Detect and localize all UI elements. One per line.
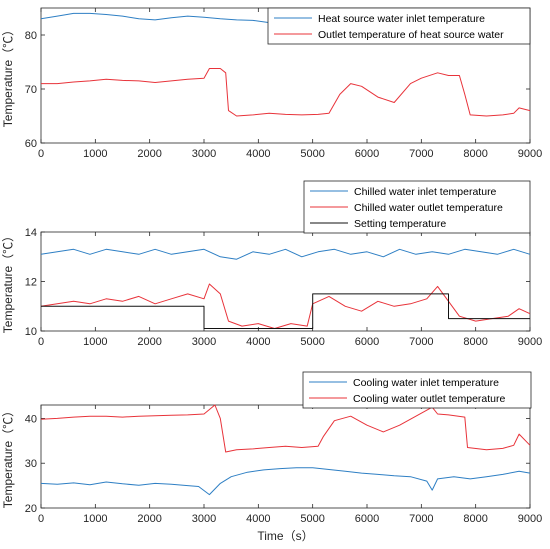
y-axis-label: Temperature（℃） bbox=[1, 230, 15, 333]
legend-entry-label: Chilled water inlet temperature bbox=[354, 186, 497, 198]
x-tick-label: 8000 bbox=[463, 336, 487, 348]
legend-box bbox=[302, 371, 532, 409]
x-tick-label: 7000 bbox=[409, 148, 433, 160]
x-tick-label: 3000 bbox=[192, 513, 216, 525]
legend-entry-label: Heat source water inlet temperature bbox=[318, 13, 485, 25]
x-tick-label: 6000 bbox=[355, 148, 379, 160]
y-tick-label: 14 bbox=[25, 227, 37, 239]
y-tick-label: 70 bbox=[25, 84, 37, 96]
x-tick-label: 0 bbox=[38, 513, 44, 525]
series-line-2 bbox=[41, 293, 530, 329]
y-axis-label: Temperature（℃） bbox=[1, 405, 15, 508]
x-tick-label: 1000 bbox=[83, 336, 107, 348]
series-line-0 bbox=[40, 248, 531, 260]
x-tick-label: 0 bbox=[38, 148, 44, 160]
y-tick-label: 12 bbox=[25, 277, 37, 289]
x-tick-label: 5000 bbox=[300, 513, 324, 525]
x-tick-label: 7000 bbox=[409, 513, 433, 525]
series-line-1 bbox=[40, 283, 531, 329]
chart-panel-heat-source: 0 1000 2000 3000 4000 5000 6000 7000 8000 9000 60 7… bbox=[1, 7, 542, 160]
x-tick-label: 9000 bbox=[518, 148, 542, 160]
chart-panel-cooling-water: 0 1000 2000 3000 4000 5000 6000 7000 8000 9000 20 3… bbox=[1, 371, 542, 543]
x-tick-label: 7000 bbox=[409, 336, 433, 348]
x-tick-label: 4000 bbox=[246, 336, 270, 348]
legend-entry-label: Cooling water inlet temperature bbox=[353, 377, 499, 389]
y-tick-label: 30 bbox=[25, 458, 37, 470]
x-tick-label: 8000 bbox=[463, 513, 487, 525]
x-axis-label: Time（s） bbox=[257, 529, 313, 543]
x-tick-label: 9000 bbox=[518, 336, 542, 348]
y-tick-label: 60 bbox=[25, 138, 37, 150]
series-line-1 bbox=[40, 404, 531, 453]
series-line-0 bbox=[40, 467, 531, 496]
x-tick-label: 0 bbox=[38, 336, 44, 348]
legend-entry-label: Outlet temperature of heat source water bbox=[318, 29, 504, 41]
x-tick-label: 4000 bbox=[246, 513, 270, 525]
y-tick-label: 80 bbox=[25, 30, 37, 42]
y-tick-label: 20 bbox=[25, 503, 37, 515]
plot-area bbox=[40, 404, 531, 509]
y-tick-label: 10 bbox=[25, 326, 37, 338]
x-tick-label: 2000 bbox=[137, 148, 161, 160]
plot-area bbox=[40, 231, 531, 332]
legend-entry-label: Cooling water outlet temperature bbox=[353, 393, 505, 405]
y-tick-label: 40 bbox=[25, 413, 37, 425]
x-tick-label: 3000 bbox=[192, 148, 216, 160]
x-tick-label: 5000 bbox=[300, 336, 324, 348]
x-tick-label: 8000 bbox=[463, 148, 487, 160]
x-tick-label: 2000 bbox=[137, 513, 161, 525]
x-tick-label: 4000 bbox=[246, 148, 270, 160]
x-tick-label: 6000 bbox=[355, 513, 379, 525]
x-tick-label: 6000 bbox=[355, 336, 379, 348]
x-tick-label: 5000 bbox=[300, 148, 324, 160]
x-tick-label: 3000 bbox=[192, 336, 216, 348]
y-axis-label: Temperature（℃） bbox=[1, 24, 15, 127]
x-tick-label: 1000 bbox=[83, 513, 107, 525]
x-tick-label: 2000 bbox=[137, 336, 161, 348]
legend-entry-label: Setting temperature bbox=[354, 218, 446, 230]
x-tick-label: 1000 bbox=[83, 148, 107, 160]
legend-box bbox=[267, 7, 531, 45]
legend-entry-label: Chilled water outlet temperature bbox=[354, 202, 503, 214]
x-tick-label: 9000 bbox=[518, 513, 542, 525]
series-line-1 bbox=[41, 68, 531, 117]
chart-panel-chilled-water: 0 1000 2000 3000 4000 5000 6000 7000 8000 9000 10 1… bbox=[1, 180, 542, 348]
